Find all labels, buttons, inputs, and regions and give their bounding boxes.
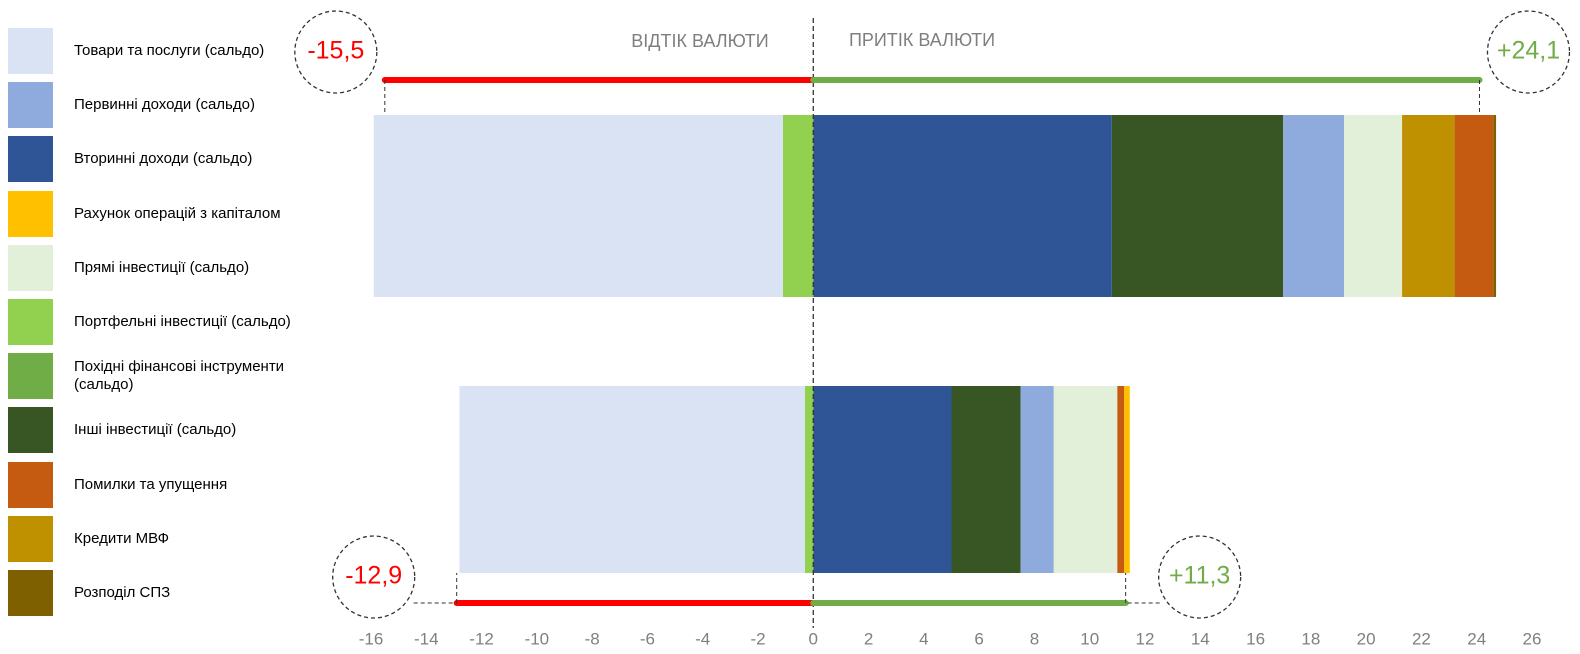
total-circle	[1158, 535, 1242, 619]
legend-label: Портфельні інвестиції (сальдо)	[74, 313, 291, 330]
legend-swatch	[8, 136, 53, 183]
legend-label: Товари та послуги (сальдо)	[74, 42, 265, 59]
total-label: -15,5	[307, 37, 364, 65]
legend-swatch	[8, 461, 53, 508]
x-tick-label: 16	[1246, 629, 1265, 648]
bar-segment	[1454, 115, 1494, 297]
bar-segment	[1053, 386, 1118, 573]
legend-item: Товари та послуги (сальдо)	[0, 28, 320, 74]
bar-segment	[1117, 386, 1125, 573]
legend-swatch	[8, 407, 53, 454]
legend-item: Помилки та упущення	[0, 461, 320, 508]
legend-swatch	[8, 299, 53, 345]
legend-item: Кредити МВФ	[0, 515, 320, 562]
bar-segment	[1344, 115, 1403, 297]
x-tick-label: 10	[1080, 629, 1099, 648]
total-label: +11,3	[1169, 562, 1230, 590]
legend-swatch	[8, 28, 53, 74]
x-tick-label: 26	[1523, 629, 1542, 648]
x-tick-label: -10	[525, 629, 550, 648]
legend-item: Розподіл СПЗ	[0, 570, 320, 616]
bar-segment	[1283, 115, 1345, 297]
x-tick-label: -4	[695, 629, 710, 648]
legend-label: Прямі інвестиції (сальдо)	[74, 258, 250, 276]
legend-label: Помилки та упущення	[74, 475, 228, 493]
bar-segment	[813, 386, 952, 573]
inflow-label: ПРИТІК ВАЛЮТИ	[849, 30, 995, 50]
legend-swatch	[8, 190, 53, 237]
x-tick-label: 4	[919, 629, 928, 648]
x-tick-label: -14	[414, 629, 439, 648]
legend-item: Вторинні доходи (сальдо)	[0, 136, 320, 183]
legend-label: Кредити МВФ	[74, 529, 170, 547]
x-tick-label: 6	[974, 629, 983, 648]
bar-segment	[804, 386, 814, 573]
x-tick-label: -8	[585, 629, 600, 648]
x-tick-label: 8	[1030, 629, 1039, 648]
x-tick-label: 0	[809, 629, 818, 648]
total-circle	[332, 535, 416, 619]
total-circle	[1486, 10, 1571, 94]
legend-item: Первинні доходи (сальдо)	[0, 82, 320, 129]
bar-segment	[459, 386, 805, 573]
x-tick-label: -6	[640, 629, 655, 648]
legend-item: Рахунок операцій з капіталом	[0, 190, 320, 237]
bar-segment	[951, 386, 1021, 573]
legend-label: Інші інвестиції (сальдо)	[74, 421, 237, 439]
x-tick-label: 18	[1301, 629, 1320, 648]
legend-swatch	[8, 353, 53, 400]
bar-segment	[1020, 386, 1054, 573]
legend-label: Рахунок операцій з капіталом	[74, 204, 281, 222]
outflow-label: ВІДТІК ВАЛЮТИ	[631, 31, 768, 51]
bar-segment	[1111, 115, 1284, 297]
legend-label: Вторинні доходи (сальдо)	[74, 150, 253, 168]
bar-segment	[1402, 115, 1455, 297]
legend-item: Інші інвестиції (сальдо)	[0, 407, 320, 454]
legend-swatch	[8, 82, 53, 129]
x-tick-label: 14	[1191, 629, 1210, 648]
legend-item: Портфельні інвестиції (сальдо)	[0, 299, 320, 345]
legend-item: Похідні фінансові інструменти (сальдо)	[0, 353, 320, 400]
bar-segment	[1493, 115, 1497, 297]
x-tick-label: 2	[864, 629, 873, 648]
total-circle	[294, 10, 378, 94]
legend-label: Похідні фінансові інструменти (сальдо)	[74, 358, 285, 394]
x-tick-label: 20	[1357, 629, 1376, 648]
total-label: +24,1	[1497, 37, 1560, 65]
x-tick-label: 24	[1467, 629, 1486, 648]
x-tick-label: -12	[469, 629, 494, 648]
bar-segment	[373, 115, 783, 297]
bar-segment	[1124, 386, 1130, 573]
legend-label: Первинні доходи (сальдо)	[74, 96, 255, 114]
bar-segment	[782, 115, 814, 297]
legend-swatch	[8, 570, 53, 616]
legend-swatch	[8, 515, 53, 562]
bar-segment	[813, 115, 1112, 297]
x-tick-label: -16	[359, 629, 384, 648]
x-tick-label: 12	[1136, 629, 1155, 648]
legend-label: Розподіл СПЗ	[74, 584, 171, 601]
legend-item: Прямі інвестиції (сальдо)	[0, 244, 320, 291]
x-tick-label: -2	[750, 629, 765, 648]
x-tick-label: 22	[1412, 629, 1431, 648]
legend-swatch	[8, 244, 53, 291]
total-label: -12,9	[345, 562, 402, 590]
